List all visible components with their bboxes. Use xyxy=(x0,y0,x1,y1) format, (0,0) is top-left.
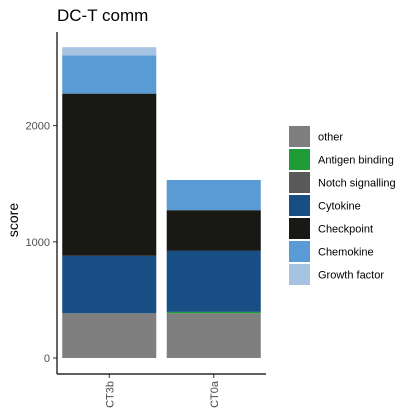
bars-group xyxy=(62,47,261,358)
bar-ct0a-checkpoint xyxy=(166,210,261,251)
bar-ct3b-other xyxy=(62,313,157,358)
legend-label: Growth factor xyxy=(318,270,384,282)
bar-ct3b-chemokine xyxy=(62,55,157,94)
x-axis-ticks: CT3b CT0a xyxy=(104,374,221,408)
legend-label: Checkpoint xyxy=(318,224,373,236)
bar-ct0a-other xyxy=(166,313,261,358)
legend-key-other xyxy=(289,126,310,147)
legend: other Antigen binding Notch signalling Cyto… xyxy=(289,126,396,285)
legend-key-cytokine xyxy=(289,195,310,216)
y-axis-ticks: 0 1000 2000 xyxy=(26,121,57,365)
x-tick-label: CT3b xyxy=(104,381,116,408)
legend-key-chemokine xyxy=(289,241,310,262)
y-axis-title: score xyxy=(5,203,21,237)
x-tick-label: CT0a xyxy=(209,380,221,408)
bar-ct0a-chemokine xyxy=(166,179,261,211)
chart-title: DC-T comm xyxy=(57,6,148,25)
bar-ct3b-cytokine xyxy=(62,255,157,314)
y-tick-label: 0 xyxy=(44,353,50,365)
y-tick-label: 2000 xyxy=(26,121,50,133)
legend-label: Antigen binding xyxy=(318,155,394,167)
bar-ct3b-checkpoint xyxy=(62,93,157,256)
legend-key-checkpoint xyxy=(289,218,310,239)
legend-label: Cytokine xyxy=(318,201,361,213)
legend-label: Chemokine xyxy=(318,247,374,259)
bar-ct0a-antigen-binding xyxy=(166,311,261,314)
bar-ct3b-growth-factor xyxy=(62,47,157,56)
legend-key-antigen-binding xyxy=(289,149,310,170)
legend-label: other xyxy=(318,132,343,144)
legend-key-growth-factor xyxy=(289,264,310,285)
legend-key-notch-signalling xyxy=(289,172,310,193)
bar-ct0a-cytokine xyxy=(166,250,261,312)
y-tick-label: 1000 xyxy=(26,237,50,249)
legend-label: Notch signalling xyxy=(318,178,396,190)
